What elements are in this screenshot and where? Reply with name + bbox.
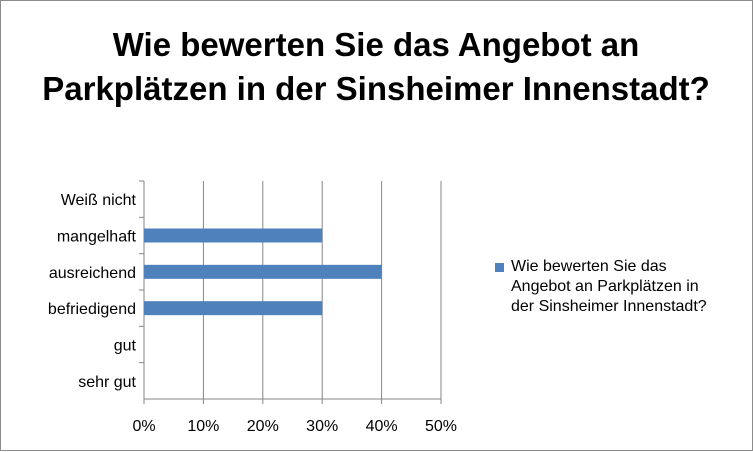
category-label: mangelhaft [57, 229, 137, 246]
category-label: Weiß nicht [61, 192, 137, 209]
category-label: sehr gut [78, 374, 136, 391]
legend-label: Wie bewerten Sie das Angebot an Parkplät… [511, 258, 707, 315]
x-tick-label: 0% [132, 418, 155, 435]
bar [144, 228, 323, 243]
category-label: gut [114, 338, 137, 355]
bar [144, 264, 382, 279]
category-label: ausreichend [49, 265, 136, 282]
bar [144, 301, 323, 316]
x-tick-label: 50% [425, 418, 457, 435]
chart-title: Wie bewerten Sie das Angebot an Parkplät… [42, 26, 710, 107]
legend-swatch [495, 263, 504, 272]
x-tick-label: 10% [187, 418, 219, 435]
category-label: befriedigend [48, 301, 136, 318]
x-tick-label: 40% [366, 418, 398, 435]
x-tick-label: 30% [306, 418, 338, 435]
x-tick-label: 20% [247, 418, 279, 435]
